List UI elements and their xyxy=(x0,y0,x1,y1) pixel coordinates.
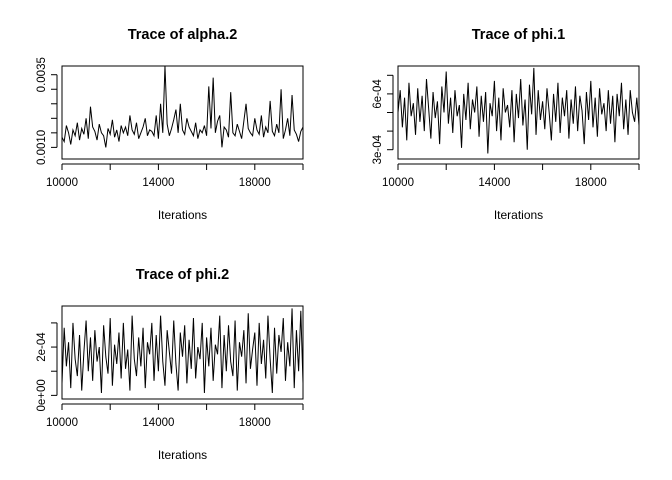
y-tick-label: 0.0035 xyxy=(36,57,48,92)
y-tick-label: 6e-04 xyxy=(372,79,384,109)
panel-phi-2: Trace of phi.2 Iterations 10000 14000 1800… xyxy=(36,267,304,462)
x-axis-label: Iterations xyxy=(494,208,543,222)
plot-frame xyxy=(61,305,304,400)
y-tick-label: 3e-04 xyxy=(372,134,384,164)
x-tick-label: 14000 xyxy=(142,417,174,429)
plot-frame xyxy=(397,65,640,160)
panel-title: Trace of phi.1 xyxy=(472,27,565,43)
x-axis-label: Iterations xyxy=(158,208,207,222)
x-tick-label: 18000 xyxy=(239,417,271,429)
x-tick-label: 14000 xyxy=(478,177,510,189)
x-tick-label: 10000 xyxy=(46,417,78,429)
x-axis-label: Iterations xyxy=(158,448,207,462)
panel-title: Trace of alpha.2 xyxy=(128,27,238,43)
y-tick-label: 0.0010 xyxy=(36,130,48,165)
panel-phi-1: Trace of phi.1 Iterations 10000 14000 1800… xyxy=(372,27,640,222)
trace-line xyxy=(61,308,304,393)
panel-alpha-2: Trace of alpha.2 Iterations 10000 14000 18… xyxy=(36,27,304,222)
x-tick-label: 18000 xyxy=(575,177,607,189)
y-tick-label: 0e+00 xyxy=(36,379,48,411)
x-tick-label: 10000 xyxy=(46,177,78,189)
x-tick-label: 10000 xyxy=(382,177,414,189)
x-tick-label: 14000 xyxy=(142,177,174,189)
trace-line xyxy=(61,65,304,148)
trace-line xyxy=(397,67,640,154)
plot-frame xyxy=(61,65,304,160)
panel-title: Trace of phi.2 xyxy=(136,267,229,283)
y-tick-label: 2e-04 xyxy=(36,332,48,362)
x-tick-label: 18000 xyxy=(239,177,271,189)
